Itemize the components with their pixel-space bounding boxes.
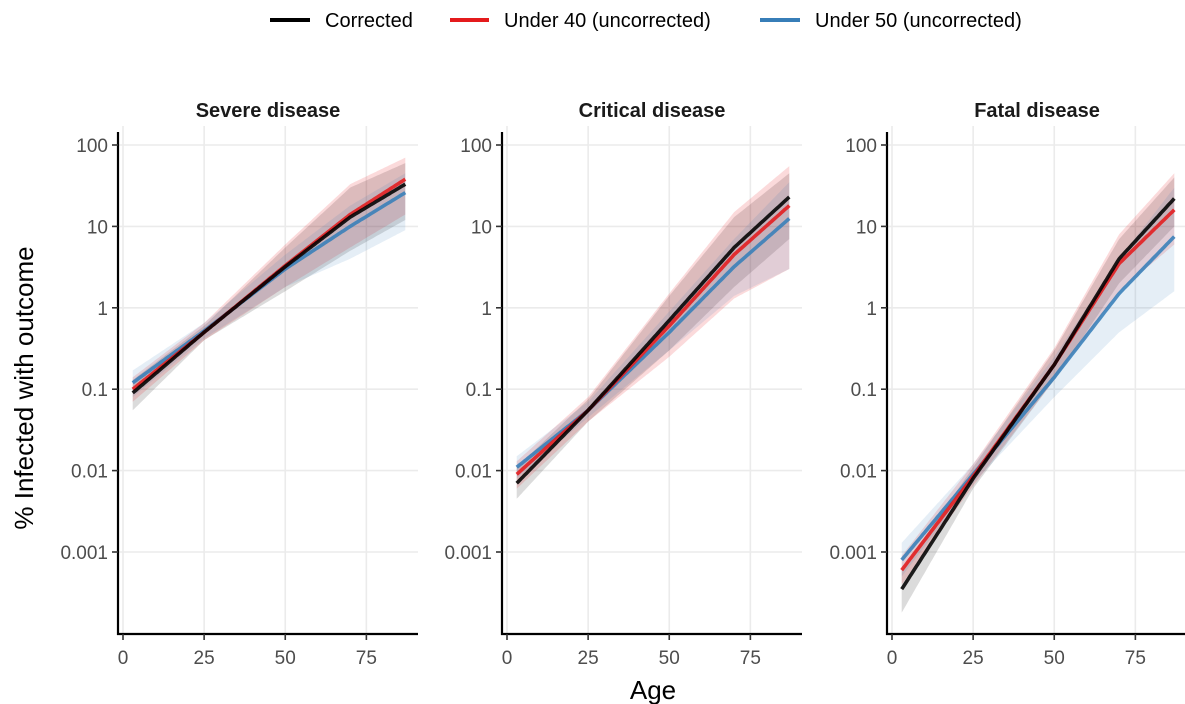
line-corrected — [131, 182, 407, 395]
y-tick-label: 1 — [866, 299, 877, 320]
y-tick-label: 0.01 — [455, 462, 492, 483]
x-tick-label: 0 — [887, 648, 898, 669]
y-tick-label: 100 — [76, 136, 108, 157]
ribbon-under-40-uncorrected — [516, 166, 790, 489]
line-under-50-uncorrected — [515, 217, 791, 469]
x-tick-label: 50 — [659, 648, 680, 669]
y-tick-label: 10 — [856, 217, 877, 238]
panel-title: Severe disease — [196, 100, 341, 122]
panel-title: Fatal disease — [974, 100, 1100, 122]
line-corrected — [515, 195, 791, 485]
y-tick-label: 0.01 — [71, 462, 108, 483]
legend-label-under-40-uncorrected: Under 40 (uncorrected) — [504, 10, 711, 32]
panel-fatal-disease: Fatal disease 0.001 0.01 0.1 1 10 100 0 25 50 75 — [829, 100, 1185, 669]
x-axis-title: Age — [630, 675, 676, 704]
y-tick-label: 0.001 — [829, 543, 877, 564]
x-tick-label: 75 — [356, 648, 377, 669]
x-tick-label: 0 — [118, 648, 129, 669]
y-tick-label: 10 — [87, 217, 108, 238]
x-tick-label: 0 — [502, 648, 513, 669]
x-tick-label: 50 — [275, 648, 296, 669]
x-tick-label: 25 — [194, 648, 215, 669]
panel-severe-disease: Severe disease 0.001 0.01 0.1 1 10 100 0 25 50 75 — [60, 100, 418, 669]
x-tick-label: 25 — [963, 648, 984, 669]
y-tick-label: 100 — [460, 136, 492, 157]
ribbon-under-50-uncorrected — [516, 182, 790, 479]
y-tick-label: 1 — [481, 299, 492, 320]
panel-critical-disease: Critical disease 0.001 0.01 0.1 1 10 100 0 25 50 7… — [444, 100, 802, 669]
legend-label-corrected: Corrected — [325, 10, 413, 32]
y-tick-label: 0.001 — [60, 543, 108, 564]
y-tick-label: 100 — [845, 136, 877, 157]
y-tick-label: 1 — [97, 299, 108, 320]
y-axis-title: % Infected with outcome — [9, 246, 39, 529]
y-tick-label: 0.1 — [82, 380, 108, 401]
legend: Corrected Under 40 (uncorrected) Under 50 … — [270, 10, 1022, 32]
line-under-40-uncorrected — [515, 204, 791, 476]
x-tick-label: 50 — [1044, 648, 1065, 669]
x-tick-label: 25 — [578, 648, 599, 669]
line-corrected — [900, 197, 1176, 591]
y-tick-label: 0.001 — [444, 543, 492, 564]
y-tick-label: 0.1 — [851, 380, 877, 401]
panel-title: Critical disease — [579, 100, 726, 122]
y-tick-label: 0.1 — [466, 380, 492, 401]
y-tick-label: 0.01 — [840, 462, 877, 483]
line-under-50-uncorrected — [900, 235, 1176, 562]
y-tick-label: 10 — [471, 217, 492, 238]
x-tick-label: 75 — [1125, 648, 1146, 669]
legend-label-under-50-uncorrected: Under 50 (uncorrected) — [815, 10, 1022, 32]
x-tick-label: 75 — [740, 648, 761, 669]
